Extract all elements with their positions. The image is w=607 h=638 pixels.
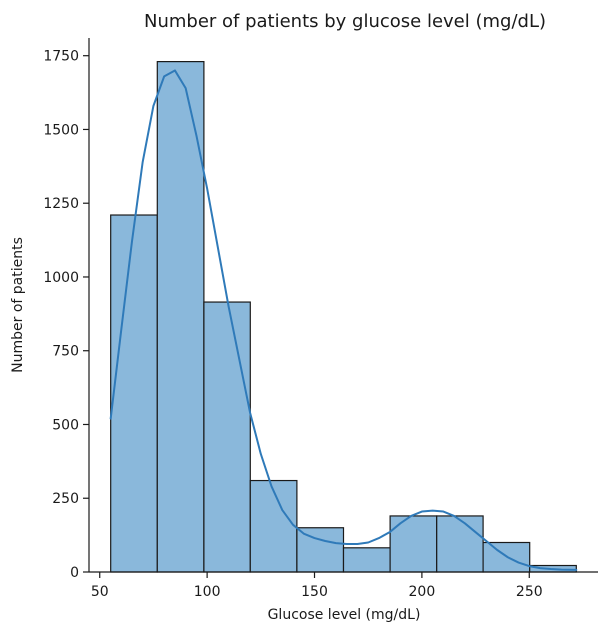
chart-title: Number of patients by glucose level (mg/… <box>144 11 546 32</box>
histogram-bar-4 <box>249 479 298 573</box>
histogram-bar-8 <box>436 515 484 573</box>
y-tick-label: 1750 <box>43 49 79 65</box>
histogram-bar-7 <box>389 515 438 573</box>
x-axis-label: Glucose level (mg/dL) <box>268 607 421 623</box>
x-tick-label: 150 <box>301 584 328 600</box>
y-tick-label: 500 <box>52 417 79 433</box>
y-tick-label: 1250 <box>43 196 79 212</box>
kde-line <box>109 69 578 571</box>
axes <box>88 38 598 573</box>
x-ticks: 50 100 150 200 250 <box>91 572 543 600</box>
histogram-bars <box>110 61 577 573</box>
y-tick-label: 1500 <box>43 122 79 138</box>
y-tick-label: 750 <box>52 344 79 360</box>
x-tick-label: 50 <box>91 584 109 600</box>
y-axis-label: Number of patients <box>10 237 26 373</box>
y-tick-label: 250 <box>52 491 79 507</box>
histogram-bar-2 <box>156 61 205 573</box>
y-tick-label: 0 <box>70 565 79 581</box>
x-tick-label: 100 <box>194 584 221 600</box>
x-tick-label: 250 <box>516 584 543 600</box>
kde-curve-group <box>109 69 578 571</box>
x-tick-label: 200 <box>409 584 436 600</box>
histogram-bar-6 <box>342 547 391 573</box>
histogram-bar-5 <box>296 527 345 573</box>
y-tick-label: 1000 <box>43 270 79 286</box>
histogram-bar-1 <box>110 214 158 573</box>
y-ticks: 0 250 500 750 1000 1250 1500 1750 <box>43 49 89 581</box>
histogram-bar-3 <box>203 301 251 573</box>
